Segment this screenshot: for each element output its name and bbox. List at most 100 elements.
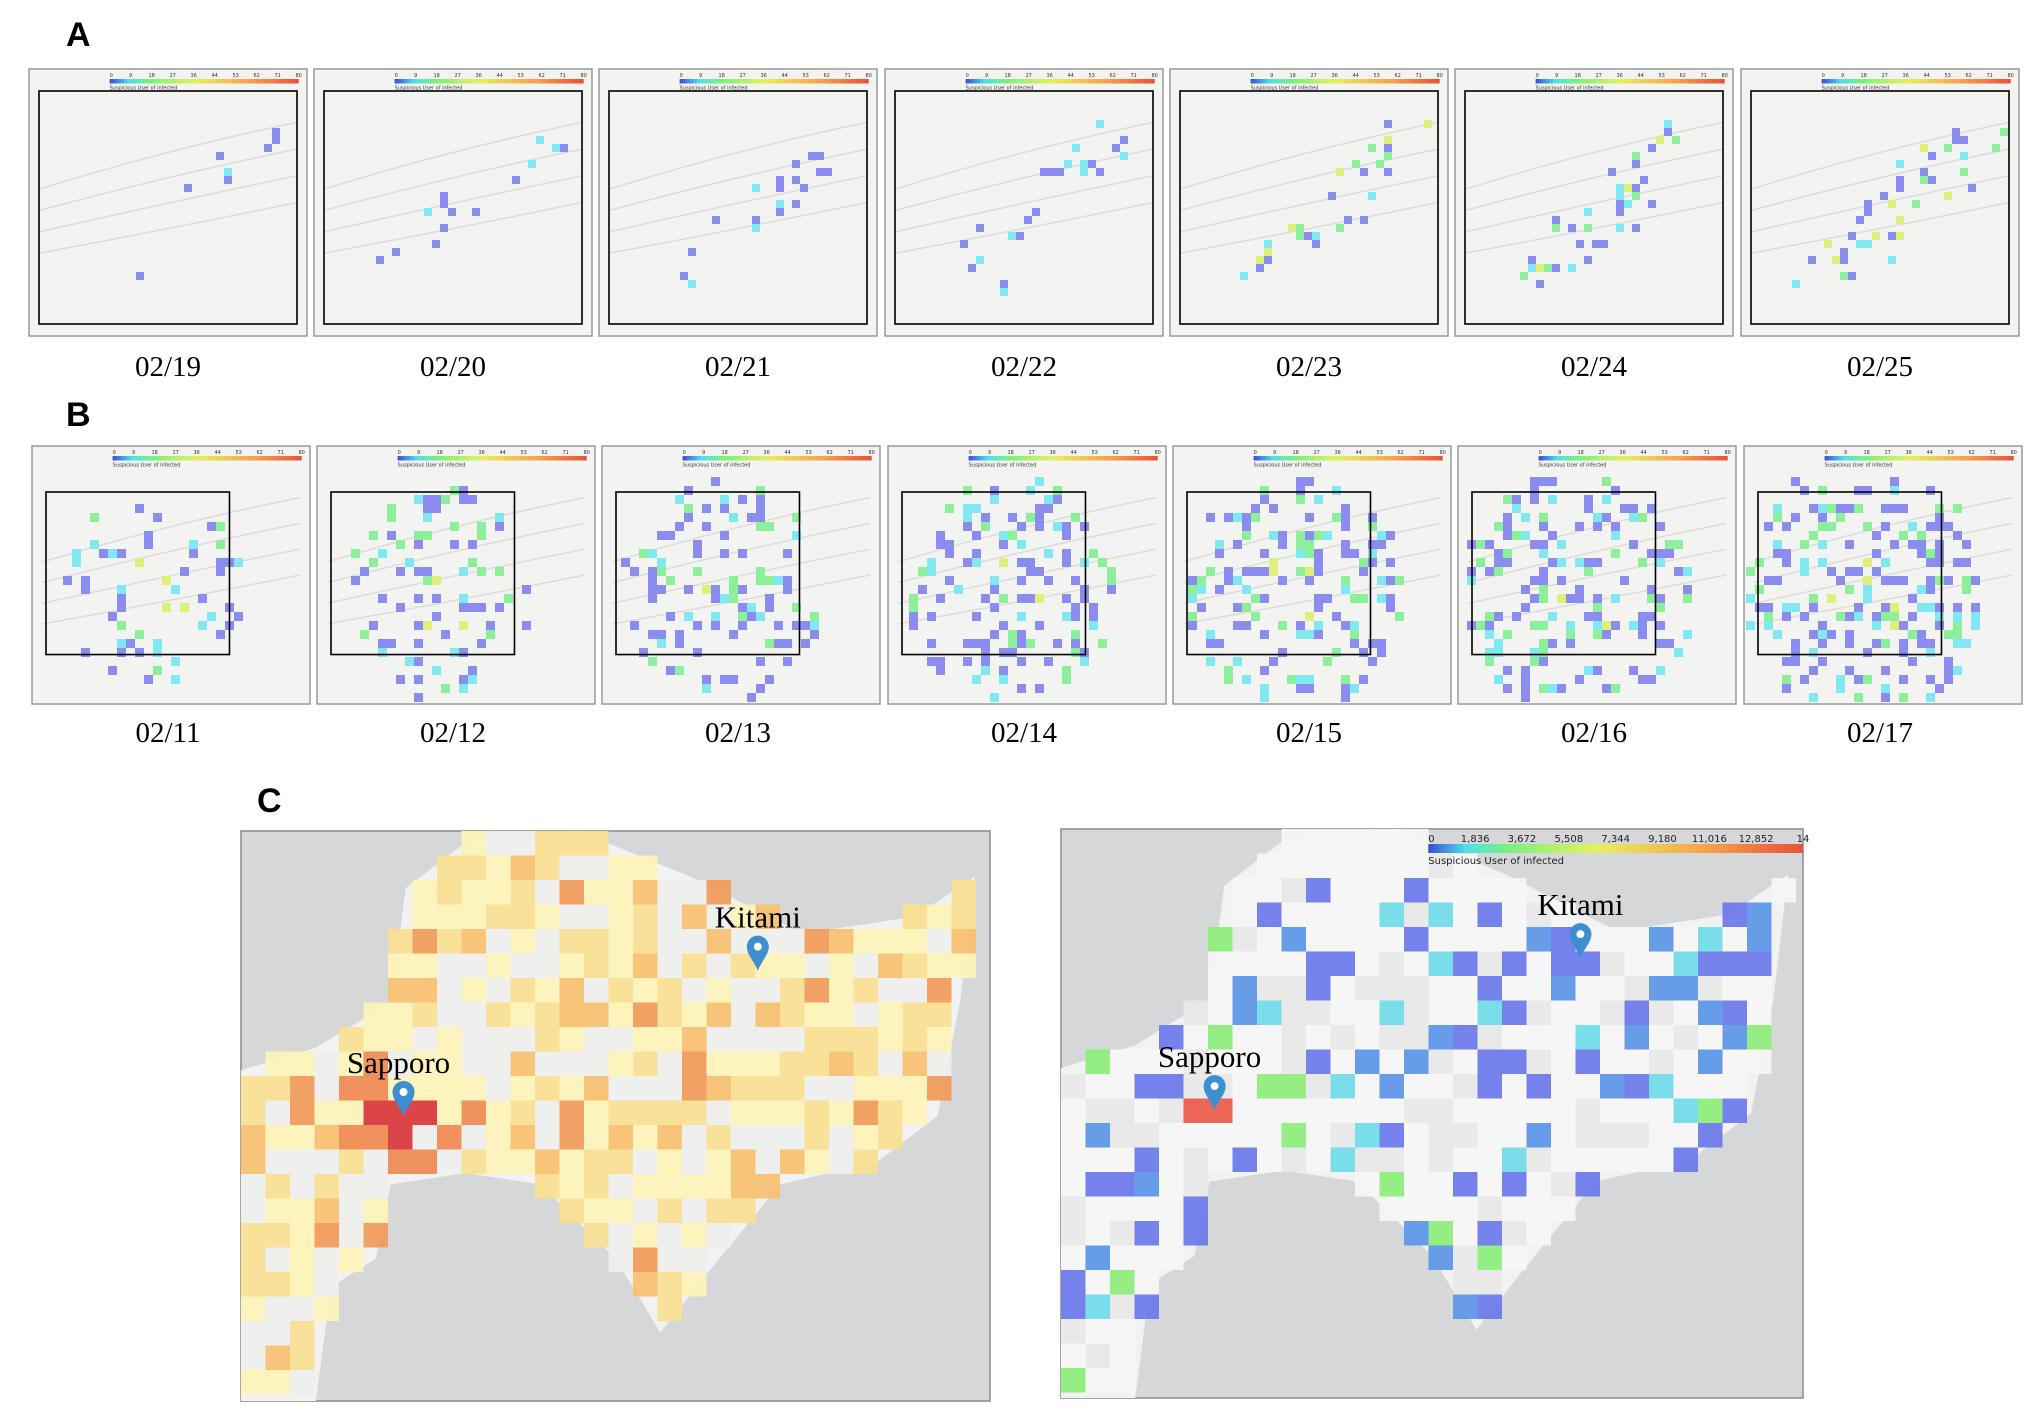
heat-cell (1260, 567, 1269, 576)
heat-cell (853, 1149, 878, 1174)
heat-cell (1080, 522, 1089, 531)
heat-cell (1530, 576, 1539, 585)
heat-cell (963, 558, 972, 567)
heat-cell (1638, 612, 1647, 621)
heat-cell (720, 504, 729, 513)
map-pin (746, 935, 769, 971)
heat-cell (1085, 1221, 1110, 1246)
heat-cell (117, 603, 126, 612)
heat-cell (468, 603, 477, 612)
heat-cell (1656, 136, 1664, 144)
heat-cell (510, 1027, 535, 1052)
heat-cell (804, 1125, 829, 1150)
colorbar-tick-label: 71 (1703, 450, 1709, 456)
road (1464, 201, 1724, 254)
heat-cell (1035, 504, 1044, 513)
heat-cell (1428, 902, 1453, 927)
colorbar-tick-label: 80 (1436, 73, 1442, 79)
heat-cell (1890, 477, 1899, 486)
heat-cell (1888, 200, 1896, 208)
heat-cell (144, 540, 153, 549)
heat-cell (829, 929, 854, 954)
heat-cell (1453, 1245, 1478, 1270)
heat-cell (1912, 200, 1920, 208)
heat-cell (1026, 486, 1035, 495)
heat-cell (1215, 540, 1224, 549)
heat-cell (682, 1027, 707, 1052)
heat-cell (738, 549, 747, 558)
heat-cell (1566, 630, 1575, 639)
heat-cell (1872, 567, 1881, 576)
heat-cell (1183, 1172, 1208, 1197)
colorbar-title: Suspicious User of infected (113, 463, 181, 469)
panel-label: C (257, 782, 282, 820)
heat-cell (351, 549, 360, 558)
heat-cell (1134, 1270, 1159, 1295)
heat-cell (1428, 951, 1453, 976)
heat-cell (461, 978, 486, 1003)
heat-cell (1809, 648, 1818, 657)
heat-cell (1800, 612, 1809, 621)
heat-cell (1584, 567, 1593, 576)
heat-cell (1208, 976, 1233, 1001)
heat-cell (1521, 675, 1530, 684)
focus-box (330, 491, 516, 656)
colorbar-tick-label: 80 (1439, 450, 1445, 456)
heat-cell (783, 585, 792, 594)
heat-cell (706, 1051, 731, 1076)
map-pin (1569, 923, 1592, 959)
heat-cell (1089, 621, 1098, 630)
heat-cell (1428, 1049, 1453, 1074)
heat-cell (72, 558, 81, 567)
heat-cell (450, 522, 459, 531)
heat-cell (1260, 486, 1269, 495)
heat-cell (1048, 168, 1056, 176)
heat-cell (1551, 951, 1576, 976)
heat-cell (1477, 1196, 1502, 1221)
heat-cell (1477, 902, 1502, 927)
focus-box (1750, 90, 2010, 325)
heat-cell (477, 531, 486, 540)
heat-cell (853, 1125, 878, 1150)
heat-cell (432, 576, 441, 585)
heat-cell (1257, 1147, 1282, 1172)
heat-cell (510, 880, 535, 905)
heat-cell (314, 1051, 339, 1076)
heat-cell (936, 666, 945, 675)
heat-cell (1521, 603, 1530, 612)
heat-cell (1764, 612, 1773, 621)
colorbar-tick-label: 80 (865, 73, 871, 79)
heat-cell (633, 1272, 658, 1297)
heat-cell (1584, 208, 1592, 216)
heat-cell (829, 1125, 854, 1150)
heat-cell (272, 136, 280, 144)
heat-cell (1673, 927, 1698, 952)
heat-cell (927, 612, 936, 621)
heat-cell (90, 540, 99, 549)
heat-cell (1818, 639, 1827, 648)
colorbar-tick-label: 27 (454, 73, 460, 79)
heat-cell (666, 576, 675, 585)
heat-cell (1314, 594, 1323, 603)
heat-cell (1530, 657, 1539, 666)
heat-cell (1503, 531, 1512, 540)
heat-cell (1551, 1000, 1576, 1025)
colorbar-title: Suspicious User of infected (966, 86, 1034, 92)
heat-cell (1232, 951, 1257, 976)
heat-cell (1341, 504, 1350, 513)
heat-cell (1305, 612, 1314, 621)
heat-cell (608, 1051, 633, 1076)
heat-cell (314, 1149, 339, 1174)
heat-cell (437, 855, 462, 880)
date-label: 02/12 (420, 717, 486, 749)
focus-box (1471, 491, 1657, 656)
heat-cell (1296, 531, 1305, 540)
heat-cell (1233, 513, 1242, 522)
heat-cell (432, 612, 441, 621)
heat-cell (189, 549, 198, 558)
heat-cell (1575, 976, 1600, 1001)
heat-cell (981, 513, 990, 522)
heat-cell (1551, 1098, 1576, 1123)
heat-cell (1355, 902, 1380, 927)
heat-cell (1638, 513, 1647, 522)
